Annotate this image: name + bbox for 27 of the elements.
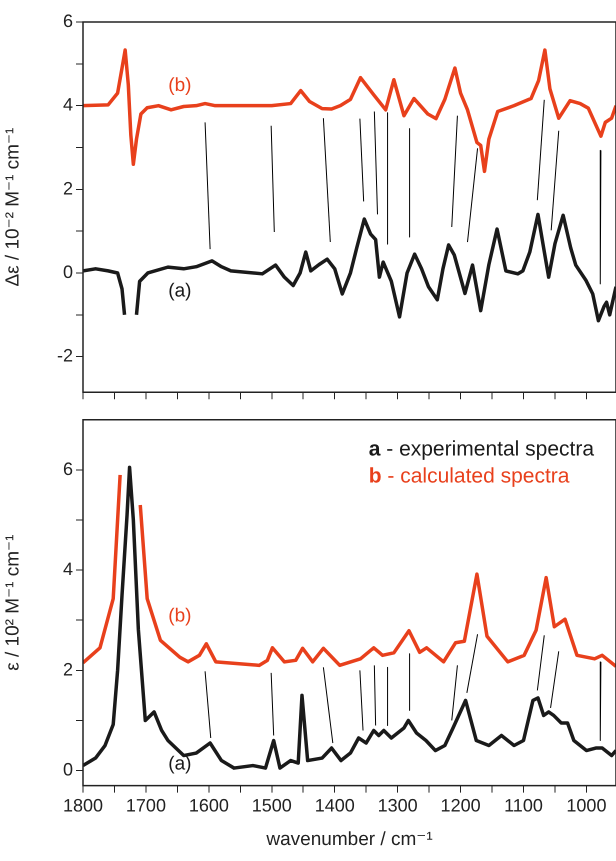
y-tick-label: 2 — [62, 178, 73, 198]
y-tick-label: 6 — [62, 10, 73, 31]
text: b - calculated spectra — [368, 464, 570, 488]
x-tick-label: 1400 — [314, 795, 355, 816]
y-axis-title: Δε / 10⁻² M⁻¹ cm⁻¹ — [2, 128, 24, 287]
x-tick-label: 1100 — [504, 795, 543, 816]
x-tick-label: 1700 — [126, 795, 166, 816]
y-tick-label: 0 — [62, 760, 73, 780]
y-axis-title: ε / 10² M⁻¹ cm⁻¹ — [2, 534, 24, 671]
x-tick-label: 1200 — [440, 795, 481, 816]
y-tick-label: 4 — [62, 94, 73, 115]
y-tick-label: 2 — [62, 659, 73, 680]
annotation: (a) — [168, 280, 192, 302]
x-axis-title: wavenumber / cm⁻¹ — [265, 828, 433, 850]
x-tick-label: 1300 — [378, 795, 418, 816]
text: a - experimental spectra — [368, 438, 594, 461]
x-tick-label: 1500 — [252, 795, 292, 816]
x-tick-label: 1000 — [566, 795, 606, 816]
annotation: (b) — [168, 606, 192, 627]
y-tick-label: 0 — [62, 262, 73, 282]
y-tick-label: -2 — [56, 346, 73, 366]
y-tick-label: 6 — [62, 458, 73, 479]
x-tick-label: 1600 — [188, 795, 229, 816]
x-tick-label: 1800 — [62, 795, 104, 816]
y-tick-label: 4 — [62, 559, 73, 580]
annotation: (b) — [168, 75, 192, 96]
annotation: (a) — [168, 754, 192, 775]
